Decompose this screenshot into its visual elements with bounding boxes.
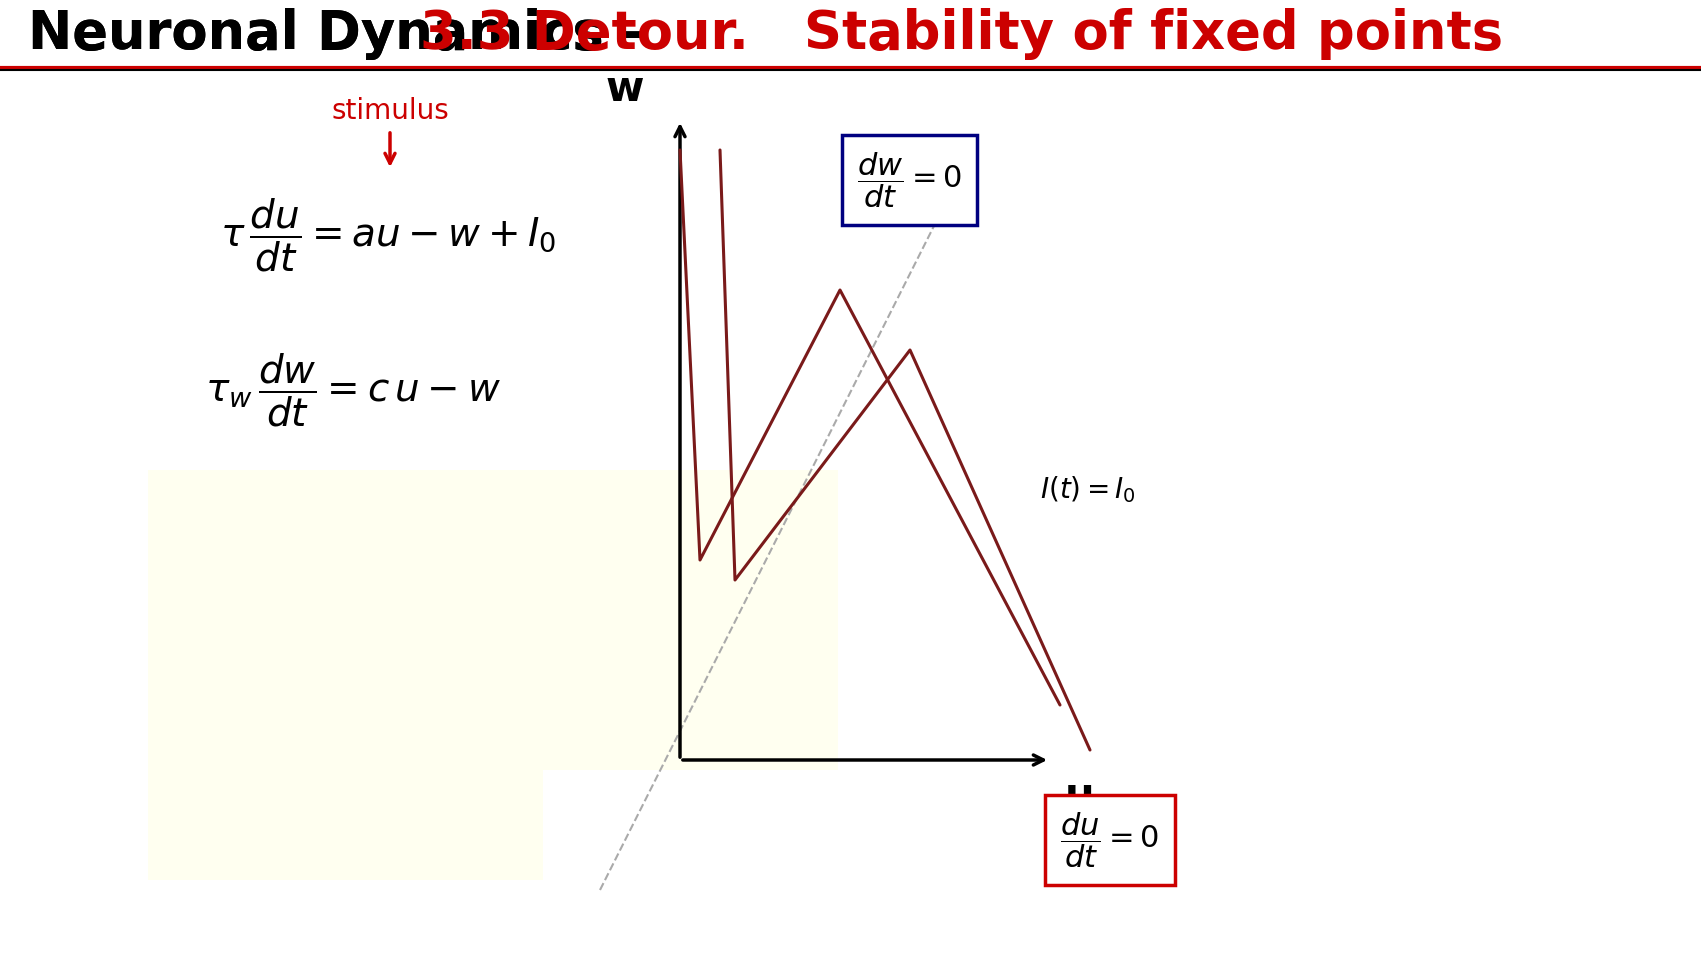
Text: $\dfrac{du}{dt} = 0$: $\dfrac{du}{dt} = 0$ bbox=[1060, 811, 1160, 870]
Text: $\tau_w \, \dfrac{dw}{dt} = c\,u - w$: $\tau_w \, \dfrac{dw}{dt} = c\,u - w$ bbox=[206, 351, 502, 429]
Text: Neuronal Dynamics –: Neuronal Dynamics – bbox=[27, 8, 667, 60]
Bar bbox=[148, 470, 839, 770]
Text: stimulus: stimulus bbox=[332, 97, 449, 125]
Bar bbox=[0, 0, 1701, 68]
Text: 3.3 Detour.   Stability of fixed points: 3.3 Detour. Stability of fixed points bbox=[420, 8, 1504, 60]
Bar bbox=[148, 770, 543, 880]
Text: $\tau \, \dfrac{du}{dt} = au - w + I_0$: $\tau \, \dfrac{du}{dt} = au - w + I_0$ bbox=[219, 196, 556, 274]
Text: $\dfrac{dw}{dt} = 0$: $\dfrac{dw}{dt} = 0$ bbox=[857, 150, 963, 210]
Text: $I(t)=I_0$: $I(t)=I_0$ bbox=[1039, 475, 1136, 505]
Text: u: u bbox=[1065, 774, 1095, 816]
Text: Neuronal Dynamics –: Neuronal Dynamics – bbox=[27, 8, 667, 60]
Bar bbox=[0, 0, 1701, 68]
Text: w: w bbox=[606, 68, 645, 110]
